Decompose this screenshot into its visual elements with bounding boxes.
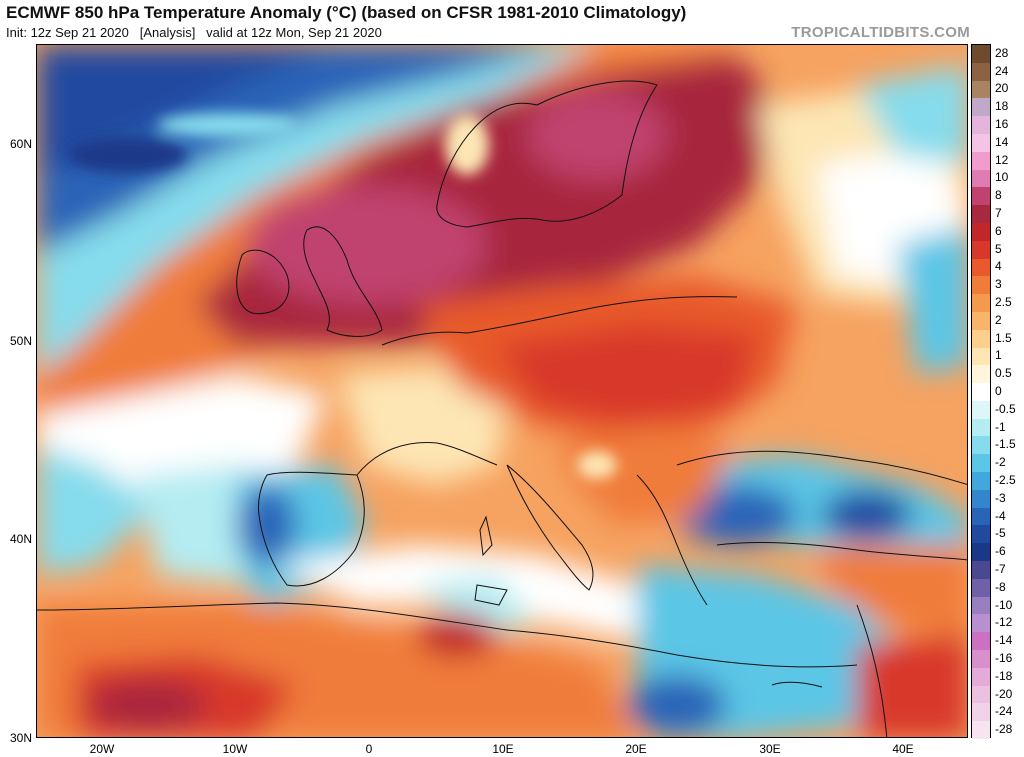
colorbar-swatch bbox=[972, 311, 990, 331]
colorbar-swatch bbox=[972, 721, 990, 740]
colorbar-label: -1 bbox=[995, 419, 1006, 434]
colorbar-swatch bbox=[972, 472, 990, 491]
colorbar-swatch bbox=[972, 80, 990, 99]
colorbar-label: 7 bbox=[995, 206, 1002, 221]
colorbar-label: 10 bbox=[995, 170, 1009, 185]
colorbar-label: 4 bbox=[995, 259, 1002, 274]
colorbar-swatch bbox=[972, 578, 990, 598]
lat-label-50n: 50N bbox=[9, 334, 32, 348]
colorbar-swatch bbox=[972, 507, 990, 526]
coastlines bbox=[37, 80, 967, 737]
colorbar-swatch bbox=[972, 133, 990, 153]
anomaly-map-svg bbox=[37, 45, 967, 737]
colorbar-label: 28 bbox=[995, 45, 1009, 60]
colorbar-label: -24 bbox=[995, 704, 1013, 719]
colorbar-label: 1 bbox=[995, 348, 1002, 363]
colorbar-label: -28 bbox=[995, 722, 1013, 737]
colorbar-label: 8 bbox=[995, 188, 1002, 203]
map-title: ECMWF 850 hPa Temperature Anomaly (°C) (… bbox=[6, 3, 687, 22]
colorbar-swatch bbox=[972, 98, 990, 117]
colorbar-swatch bbox=[972, 329, 990, 348]
colorbar-swatch bbox=[972, 614, 990, 633]
colorbar-label: -3 bbox=[995, 490, 1006, 505]
colorbar-label: 5 bbox=[995, 241, 1002, 256]
brand-watermark: TROPICALTIDBITS.COM bbox=[791, 24, 970, 41]
lon-label-10e: 10E bbox=[492, 742, 514, 756]
colorbar-swatch bbox=[972, 151, 990, 171]
colorbar-swatch bbox=[972, 436, 990, 455]
colorbar-label: -20 bbox=[995, 686, 1013, 701]
colorbar-label: -6 bbox=[995, 544, 1006, 559]
colorbar-label: -1.5 bbox=[995, 437, 1016, 452]
colorbar-swatch bbox=[972, 703, 990, 722]
lon-label-0: 0 bbox=[365, 742, 373, 756]
colorbar-swatch bbox=[972, 187, 990, 206]
lat-label-60n: 60N bbox=[9, 137, 32, 151]
colorbar-swatch bbox=[972, 632, 990, 651]
colorbar-swatch bbox=[972, 205, 990, 224]
colorbar-swatch bbox=[972, 169, 990, 188]
map-subtitle: Init: 12z Sep 21 2020 [Analysis] valid a… bbox=[6, 25, 382, 40]
lon-label-30e: 30E bbox=[759, 742, 781, 756]
colorbar-label: 0.5 bbox=[995, 366, 1012, 381]
colorbar-swatch bbox=[972, 62, 990, 82]
anomaly-shading bbox=[37, 45, 967, 737]
colorbar-label: -18 bbox=[995, 668, 1013, 683]
colorbar-swatch bbox=[972, 400, 990, 420]
lon-label-20w: 20W bbox=[89, 742, 115, 756]
colorbar-label: 12 bbox=[995, 152, 1009, 167]
colorbar-swatch bbox=[972, 596, 990, 615]
colorbar-swatch bbox=[972, 45, 990, 64]
lon-label-40e: 40E bbox=[892, 742, 914, 756]
colorbar-swatch bbox=[972, 258, 990, 277]
colorbar-swatch bbox=[972, 561, 990, 580]
colorbar-swatch bbox=[972, 276, 990, 295]
lon-label-20e: 20E bbox=[625, 742, 647, 756]
colorbar-swatch bbox=[972, 667, 990, 687]
colorbar-label: 24 bbox=[995, 63, 1009, 78]
colorbar-swatch bbox=[972, 650, 990, 669]
colorbar-swatch bbox=[972, 116, 990, 135]
colorbar-swatch bbox=[972, 240, 990, 260]
colorbar-label: -8 bbox=[995, 579, 1006, 594]
colorbar-label: 2 bbox=[995, 312, 1002, 327]
colorbar-swatch bbox=[972, 294, 990, 313]
lat-label-30n: 30N bbox=[9, 731, 32, 745]
colorbar-label: -2 bbox=[995, 455, 1006, 470]
colorbar-swatch bbox=[972, 543, 990, 562]
colorbar-swatch bbox=[972, 525, 990, 544]
colorbar-label: -0.5 bbox=[995, 401, 1016, 416]
lat-label-40n: 40N bbox=[9, 532, 32, 546]
colorbar-swatch bbox=[972, 365, 990, 384]
colorbar-label: 6 bbox=[995, 223, 1002, 238]
colorbar-label: -10 bbox=[995, 597, 1013, 612]
colorbar-label: -14 bbox=[995, 633, 1013, 648]
colorbar-label: 3 bbox=[995, 277, 1002, 292]
anomaly-map bbox=[36, 44, 968, 738]
colorbar-label: 1.5 bbox=[995, 330, 1012, 345]
colorbar-label: -16 bbox=[995, 650, 1013, 665]
colorbar-label: 0 bbox=[995, 384, 1002, 398]
anomaly-detail bbox=[67, 113, 617, 479]
colorbar-label: -4 bbox=[995, 508, 1006, 523]
colorbar-label: 18 bbox=[995, 99, 1009, 114]
colorbar-label: 14 bbox=[995, 134, 1009, 149]
colorbar-label: 2.5 bbox=[995, 295, 1012, 310]
colorbar-swatch bbox=[972, 454, 990, 473]
colorbar-label: 20 bbox=[995, 81, 1009, 96]
colorbar-swatch bbox=[972, 418, 990, 437]
colorbar-swatch bbox=[972, 685, 990, 704]
colorbar-swatch bbox=[972, 347, 990, 366]
colorbar bbox=[971, 44, 991, 740]
colorbar-swatch bbox=[972, 383, 990, 402]
colorbar-label: -7 bbox=[995, 561, 1006, 576]
colorbar-swatch bbox=[972, 489, 990, 509]
colorbar-label: 16 bbox=[995, 117, 1009, 132]
colorbar-label: -2.5 bbox=[995, 472, 1016, 487]
lon-label-10w: 10W bbox=[222, 742, 248, 756]
colorbar-label: -12 bbox=[995, 615, 1013, 630]
colorbar-label: -5 bbox=[995, 526, 1006, 541]
colorbar-swatch bbox=[972, 222, 990, 242]
